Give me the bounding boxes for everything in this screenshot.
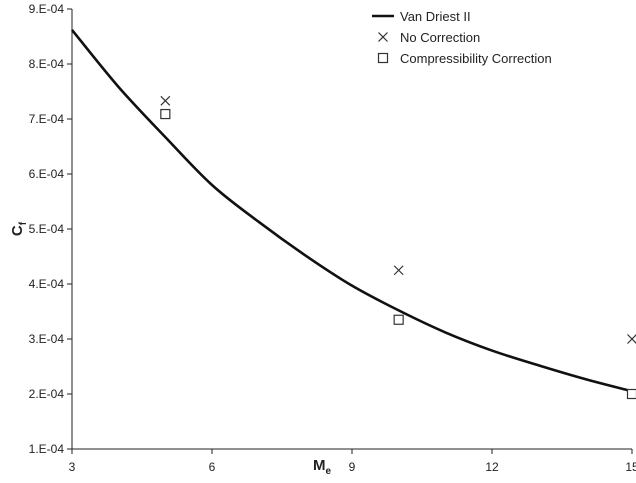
y-tick-label: 7.E-04 xyxy=(29,112,65,126)
y-tick-label: 4.E-04 xyxy=(29,277,65,291)
legend-swatch-x xyxy=(378,32,388,42)
y-tick-label: 1.E-04 xyxy=(29,442,65,456)
x-tick-label: 12 xyxy=(485,460,499,474)
x-axis-title-sub: e xyxy=(325,466,331,477)
point-compressibility-correction xyxy=(160,108,171,120)
y-tick-label: 3.E-04 xyxy=(29,332,65,346)
y-axis-title-main: C xyxy=(9,225,26,236)
legend: Van Driest II No Correction Compressibilit… xyxy=(372,9,552,66)
y-tick-label: 6.E-04 xyxy=(29,167,65,181)
legend-item: No Correction xyxy=(378,30,480,45)
series-layer xyxy=(70,29,636,400)
y-tick-label: 8.E-04 xyxy=(29,57,65,71)
legend-label: Compressibility Correction xyxy=(400,51,552,66)
x-tick-label: 6 xyxy=(209,460,216,474)
x-axis-title: Me xyxy=(313,457,332,477)
point-compressibility-correction xyxy=(626,388,636,400)
x-axis-title-main: M xyxy=(313,457,326,474)
point-no-correction xyxy=(627,334,636,344)
y-ticks: 1.E-04 2.E-04 3.E-04 4.E-04 5.E-04 6.E-04 7.E-… xyxy=(29,2,72,456)
legend-label: No Correction xyxy=(400,30,480,45)
y-tick-label: 5.E-04 xyxy=(29,222,65,236)
x-tick-label: 15 xyxy=(625,460,636,474)
legend-item: Compressibility Correction xyxy=(377,51,552,66)
legend-swatch-square xyxy=(377,52,389,64)
legend-item: Van Driest II xyxy=(372,9,471,24)
y-tick-label: 2.E-04 xyxy=(29,387,65,401)
x-ticks: 3 6 9 12 15 xyxy=(69,449,636,474)
y-axis-title: Cf xyxy=(9,221,29,236)
series-line-van-driest-ii xyxy=(70,29,633,393)
x-tick-label: 3 xyxy=(69,460,76,474)
legend-label: Van Driest II xyxy=(400,9,471,24)
x-tick-label: 9 xyxy=(349,460,356,474)
point-compressibility-correction xyxy=(393,314,404,325)
plot-frame xyxy=(71,9,632,450)
point-no-correction xyxy=(393,265,404,276)
point-no-correction xyxy=(160,95,171,106)
y-axis-title-sub: f xyxy=(18,221,29,225)
y-tick-label: 9.E-04 xyxy=(29,2,65,16)
